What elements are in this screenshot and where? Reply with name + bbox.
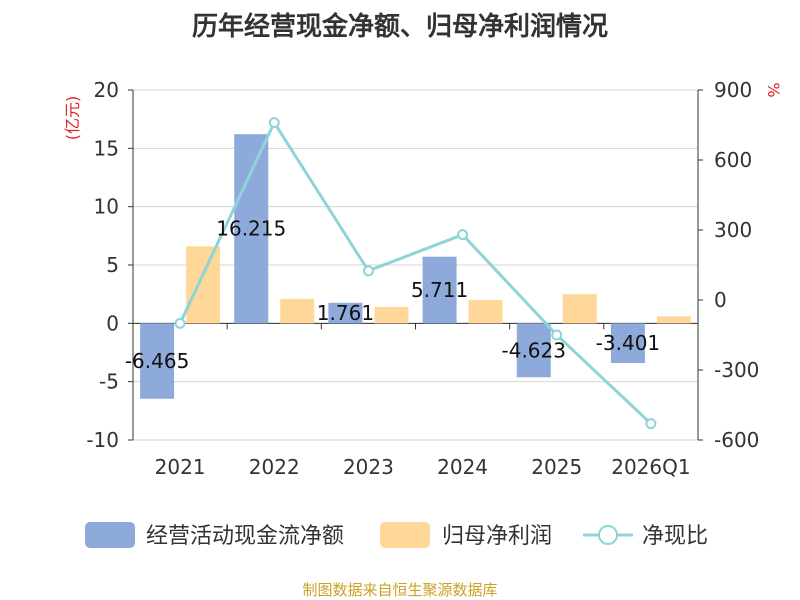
right-tick-label: 0 xyxy=(714,288,727,312)
grid-lines xyxy=(133,89,698,441)
cashflow-value-label: 5.711 xyxy=(411,278,468,302)
legend-label-ratio: 净现比 xyxy=(642,524,708,549)
chart-title: 历年经营现金净额、归母净利润情况 xyxy=(191,12,608,42)
cashflow-value-label: 16.215 xyxy=(216,217,286,241)
bars xyxy=(140,134,691,399)
right-tick-label: 900 xyxy=(714,78,752,102)
cashflow-value-label: -6.465 xyxy=(125,349,189,373)
ratio-point xyxy=(457,229,469,241)
category-label: 2022 xyxy=(249,455,300,479)
category-label: 2026Q1 xyxy=(611,455,690,479)
category-label: 2024 xyxy=(437,455,488,479)
legend-swatch-cashflow xyxy=(85,522,135,548)
ratio-point xyxy=(268,117,280,129)
left-tick-label: -10 xyxy=(86,428,119,452)
profit-bar xyxy=(280,298,315,324)
category-label: 2021 xyxy=(155,455,206,479)
right-tick-label: 300 xyxy=(714,218,752,242)
cashflow-value-label: 1.761 xyxy=(317,301,374,325)
axes: 20 15 10 5 0 -5 -10 900 600 300 0 -300 -600 2021 2022 2… xyxy=(63,78,783,479)
cashflow-bar xyxy=(234,134,269,324)
legend[interactable]: 经营活动现金流净额 归母净利润 净现比 xyxy=(85,522,708,549)
left-tick-label: 5 xyxy=(106,253,119,277)
profit-bar xyxy=(374,307,409,324)
profit-bar xyxy=(656,316,691,324)
ratio-point xyxy=(645,418,657,430)
footer-source: 制图数据来自恒生聚源数据库 xyxy=(302,581,498,599)
category-label: 2025 xyxy=(531,455,582,479)
ratio-line xyxy=(174,117,657,430)
profit-bar xyxy=(562,294,597,324)
cashflow-bar xyxy=(140,323,175,399)
cashflow-value-label: -4.623 xyxy=(502,338,566,362)
cashflow-bar xyxy=(422,256,457,324)
legend-label-profit: 归母净利润 xyxy=(442,524,552,549)
legend-label-cashflow: 经营活动现金流净额 xyxy=(146,524,344,549)
right-tick-label: -300 xyxy=(714,358,759,382)
cashflow-value-label: -3.401 xyxy=(596,331,660,355)
cashflow-bar xyxy=(516,323,551,378)
left-axis-unit: (亿元) xyxy=(63,96,82,141)
category-label: 2023 xyxy=(343,455,394,479)
data-labels: -6.465 16.215 1.761 5.711 -4.623 -3.401 xyxy=(125,217,660,373)
ratio-line-path xyxy=(178,119,652,425)
right-tick-label: -600 xyxy=(714,428,759,452)
left-tick-label: 0 xyxy=(106,311,119,335)
legend-swatch-profit xyxy=(380,522,430,548)
left-tick-label: 20 xyxy=(94,78,119,102)
right-axis-unit: % xyxy=(764,82,783,97)
ratio-point xyxy=(362,265,374,277)
legend-swatch-ratio-point xyxy=(598,525,618,545)
left-tick-label: 15 xyxy=(94,136,119,160)
ratio-point xyxy=(174,317,186,329)
left-tick-label: -5 xyxy=(99,370,119,394)
cashflow-bar xyxy=(610,323,645,364)
left-tick-label: 10 xyxy=(94,195,119,219)
cashflow-bar xyxy=(328,302,363,324)
profit-bar xyxy=(468,300,503,324)
right-tick-label: 600 xyxy=(714,148,752,172)
ratio-point xyxy=(551,329,563,341)
profit-bar xyxy=(186,246,221,324)
